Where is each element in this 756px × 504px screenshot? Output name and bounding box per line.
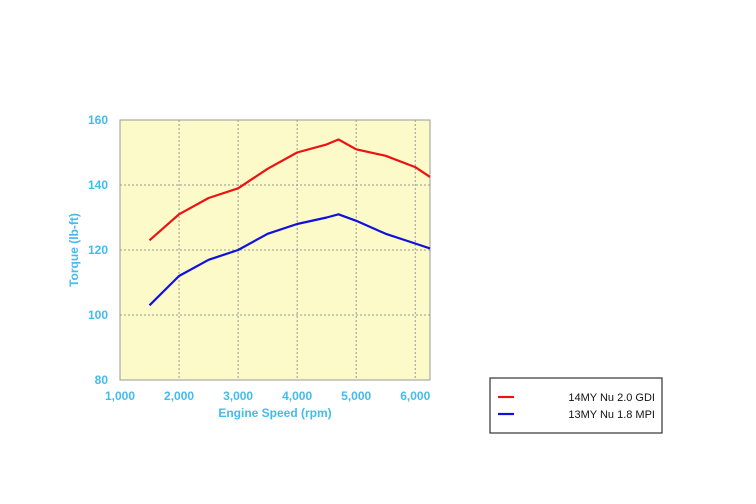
legend-box	[489, 377, 663, 434]
plot-area	[119, 119, 431, 381]
legend-entry: 14MY Nu 2.0 GDI	[568, 392, 655, 404]
y-axis-ticks: 80 100 120 140 160	[88, 113, 108, 387]
x-tick-label: 3,000	[223, 389, 253, 403]
y-axis-title: Torque (lb-ft)	[67, 213, 81, 287]
legend: 14MY Nu 2.0 GDI 13MY Nu 1.8 MPI	[489, 377, 663, 434]
x-axis-ticks: 1,000 2,000 3,000 4,000 5,000 6,000	[105, 389, 431, 403]
y-tick-label: 140	[88, 178, 108, 192]
x-tick-label: 5,000	[341, 389, 371, 403]
x-axis-title: Engine Speed (rpm)	[218, 406, 331, 420]
series-lines	[148, 138, 431, 307]
series-line-2	[148, 213, 431, 307]
x-tick-label: 2,000	[164, 389, 194, 403]
legend-entry: 13MY Nu 1.8 MPI	[568, 409, 655, 421]
x-tick-label: 1,000	[105, 389, 135, 403]
y-tick-label: 100	[88, 308, 108, 322]
y-tick-label: 80	[95, 373, 109, 387]
x-tick-label: 4,000	[282, 389, 312, 403]
y-tick-label: 120	[88, 243, 108, 257]
series-line-1	[148, 138, 431, 242]
y-tick-label: 160	[88, 113, 108, 127]
x-tick-label: 6,000	[400, 389, 430, 403]
